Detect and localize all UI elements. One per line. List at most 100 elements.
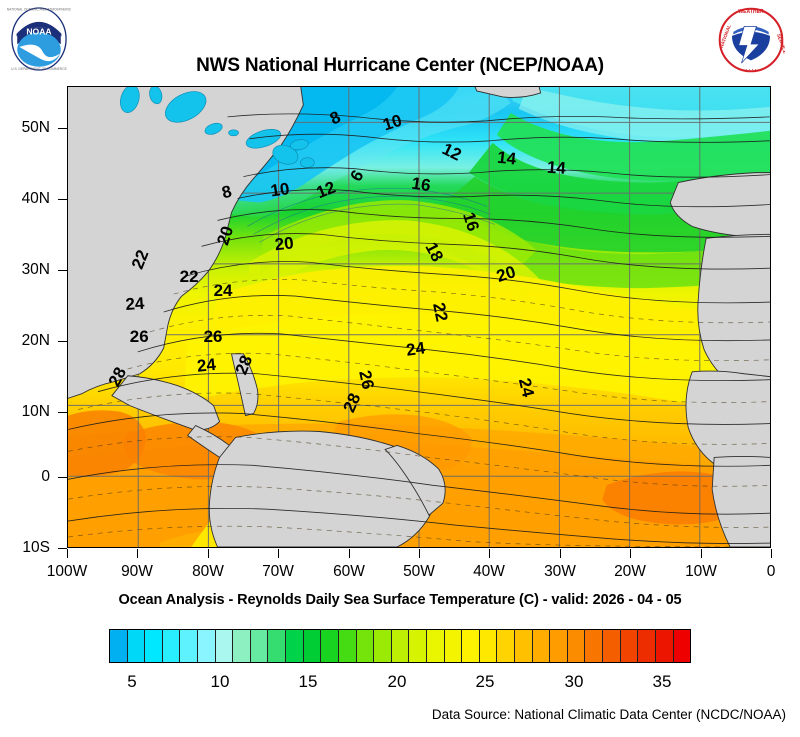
sst-map[interactable]: 8 10 12 14 14 6 16 16 18 8 10 12 20 20 2… [67,86,771,548]
colorbar-cell-4 [180,630,199,662]
svg-text:16: 16 [459,210,483,234]
colorbar-cell-19 [444,630,463,662]
colorbar-tick-30: 30 [564,672,584,691]
y-tick-10s [58,548,67,549]
x-axis-label-70w: 70W [262,563,294,580]
colorbar-cell-11 [303,630,322,662]
colorbar-tick-20: 20 [387,672,407,691]
svg-text:WEATHER: WEATHER [738,9,764,15]
y-axis-label-30n: 30N [21,261,50,278]
colorbar-cell-5 [198,630,216,662]
x-tick-0 [771,549,772,558]
colorbar-legend[interactable] [109,629,691,663]
svg-text:26: 26 [355,369,378,391]
x-tick-100w [67,549,68,558]
x-tick-60w [349,549,350,558]
svg-text:20: 20 [494,262,518,286]
colorbar-cell-32 [673,630,691,662]
svg-text:10: 10 [380,111,404,135]
colorbar-cell-13 [338,630,357,662]
svg-text:22: 22 [429,301,452,323]
svg-text:24: 24 [214,281,233,300]
svg-text:14: 14 [496,148,517,169]
x-tick-70w [278,549,279,558]
colorbar-cell-9 [268,630,287,662]
svg-text:U.S. DEPARTMENT OF COMMERCE: U.S. DEPARTMENT OF COMMERCE [11,67,67,71]
colorbar-cell-15 [374,630,392,662]
svg-text:10: 10 [269,179,290,200]
x-axis-label-60w: 60W [333,563,365,580]
x-axis-label-10w: 10W [685,563,717,580]
nws-logo: WEATHER · · · · NATIONAL SERVICE [717,6,788,74]
colorbar-tick-35: 35 [652,672,672,691]
y-axis-label-0: 0 [41,468,50,485]
y-tick-0 [58,477,67,478]
colorbar-cell-23 [515,630,533,662]
x-axis-label-80w: 80W [192,563,224,580]
svg-text:NOAA: NOAA [26,26,51,36]
colorbar-tick-25: 25 [475,672,495,691]
colorbar-cell-27 [585,630,604,662]
x-axis-label-20w: 20W [614,563,646,580]
x-tick-20w [630,549,631,558]
x-tick-10w [701,549,702,558]
colorbar-cell-29 [620,630,639,662]
y-tick-10n [58,412,67,413]
colorbar-cell-30 [638,630,656,662]
colorbar-cell-25 [550,630,568,662]
colorbar-cell-12 [321,630,339,662]
colorbar-cell-2 [145,630,163,662]
page-title: NWS National Hurricane Center (NCEP/NOAA… [196,55,604,76]
colorbar-cell-10 [286,630,304,662]
data-source-caption: Data Source: National Climatic Data Cent… [431,707,786,722]
colorbar-cell-28 [603,630,621,662]
y-tick-30n [58,270,67,271]
x-axis-label-90w: 90W [121,563,153,580]
x-tick-50w [419,549,420,558]
x-axis-label-100w: 100W [46,563,88,580]
svg-text:24: 24 [125,294,146,314]
colorbar-cell-26 [567,630,586,662]
svg-text:26: 26 [204,327,223,346]
colorbar-cell-31 [655,630,674,662]
y-tick-50n [58,128,67,129]
y-tick-20n [58,341,67,342]
colorbar-tick-15: 15 [298,672,318,691]
colorbar-cell-18 [426,630,445,662]
svg-text:NATIONAL OCEANIC AND ATMOSPHER: NATIONAL OCEANIC AND ATMOSPHERIC [7,8,72,12]
y-axis-label-40n: 40N [21,190,50,207]
y-tick-40n [58,199,67,200]
colorbar-cell-24 [532,630,551,662]
colorbar-cell-17 [409,630,427,662]
y-axis-label-10s: 10S [22,539,50,556]
colorbar-cell-0 [110,630,128,662]
svg-text:16: 16 [410,174,431,195]
colorbar-cell-14 [356,630,375,662]
svg-text:24: 24 [515,376,538,399]
colorbar-cell-7 [233,630,251,662]
x-axis-label-40w: 40W [473,563,505,580]
y-axis-label-50n: 50N [21,119,50,136]
svg-text:26: 26 [130,327,149,346]
colorbar-cell-22 [497,630,516,662]
y-axis-label-20n: 20N [21,332,50,349]
colorbar-tick-10: 10 [210,672,230,691]
sst-map-canvas: 8 10 12 14 14 6 16 16 18 8 10 12 20 20 2… [68,87,770,547]
x-tick-40w [489,549,490,558]
x-tick-90w [137,549,138,558]
svg-text:24: 24 [405,338,427,360]
colorbar-cell-6 [215,630,234,662]
x-axis-label-50w: 50W [403,563,435,580]
colorbar-cell-1 [127,630,146,662]
colorbar-tick-5: 5 [127,672,137,691]
x-axis-label-30w: 30W [544,563,576,580]
colorbar-cell-20 [462,630,480,662]
colorbar-cell-16 [391,630,410,662]
x-axis-label-0: 0 [766,563,776,580]
svg-text:20: 20 [213,224,237,248]
svg-text:20: 20 [274,233,295,254]
x-tick-30w [560,549,561,558]
colorbar-gradient[interactable] [109,629,691,663]
svg-text:24: 24 [196,355,217,376]
